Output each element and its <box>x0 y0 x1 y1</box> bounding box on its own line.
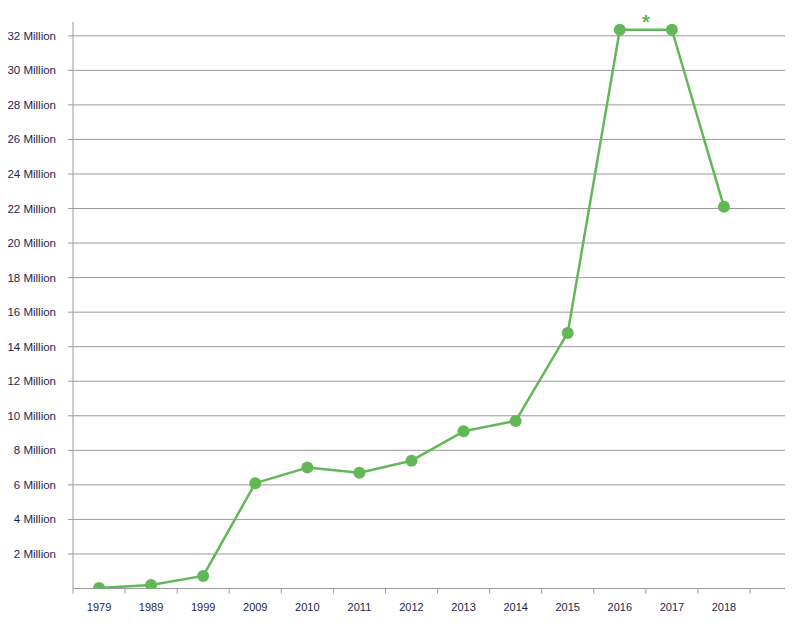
y-tick <box>68 104 73 105</box>
y-tick-label: 18 Million <box>7 272 56 284</box>
y-tick-label: 16 Million <box>7 306 56 318</box>
grid-line <box>73 35 785 36</box>
y-tick-label: 28 Million <box>7 99 56 111</box>
grid-line <box>73 208 785 209</box>
grid-line <box>73 553 785 554</box>
grid-line <box>73 346 785 347</box>
y-tick <box>68 70 73 71</box>
data-point <box>614 24 626 36</box>
y-tick <box>68 139 73 140</box>
grid-line <box>73 173 785 174</box>
y-tick-label: 20 Million <box>7 237 56 249</box>
x-tick <box>437 589 438 594</box>
x-tick-label: 2018 <box>712 601 736 613</box>
x-tick-label: 1979 <box>87 601 111 613</box>
grid-line <box>73 70 785 71</box>
y-tick <box>68 35 73 36</box>
y-tick-label: 26 Million <box>7 133 56 145</box>
y-tick-label: 22 Million <box>7 203 56 215</box>
data-point <box>197 570 209 582</box>
x-tick-label: 2010 <box>295 601 319 613</box>
x-tick-label: 2015 <box>555 601 579 613</box>
data-point <box>353 467 365 479</box>
data-point <box>510 415 522 427</box>
x-tick <box>750 589 751 594</box>
grid-line <box>73 484 785 485</box>
grid-line <box>73 312 785 313</box>
x-tick <box>645 589 646 594</box>
x-tick-label: 2013 <box>451 601 475 613</box>
y-tick-label: 14 Million <box>7 341 56 353</box>
y-tick <box>68 208 73 209</box>
y-tick <box>68 415 73 416</box>
chart: 2 Million 4 Million 6 Million 8 Million 10 M… <box>0 0 800 630</box>
data-line <box>99 30 724 588</box>
grid-line <box>73 243 785 244</box>
y-tick-label: 2 Million <box>14 548 56 560</box>
x-tick <box>697 589 698 594</box>
y-tick <box>68 243 73 244</box>
y-tick <box>68 450 73 451</box>
x-tick-label: 1989 <box>139 601 163 613</box>
data-point <box>666 24 678 36</box>
y-tick-label: 4 Million <box>14 513 56 525</box>
y-tick <box>68 381 73 382</box>
y-tick <box>68 519 73 520</box>
grid-line <box>73 415 785 416</box>
y-tick <box>68 173 73 174</box>
grid-line <box>73 104 785 105</box>
x-tick-label: 1999 <box>191 601 215 613</box>
grid-line <box>73 519 785 520</box>
x-tick <box>541 589 542 594</box>
data-point <box>406 455 418 467</box>
y-tick-label: 10 Million <box>7 410 56 422</box>
y-tick <box>68 312 73 313</box>
annotation: * <box>642 11 650 33</box>
y-tick-label: 24 Million <box>7 168 56 180</box>
data-point <box>93 582 105 589</box>
x-tick <box>177 589 178 594</box>
x-tick <box>593 589 594 594</box>
y-tick-label: 32 Million <box>7 30 56 42</box>
y-tick-label: 8 Million <box>14 444 56 456</box>
y-tick-label: 12 Million <box>7 375 56 387</box>
x-tick <box>333 589 334 594</box>
grid-line <box>73 381 785 382</box>
x-tick-label: 2017 <box>660 601 684 613</box>
data-point <box>145 579 157 588</box>
data-point <box>718 201 730 213</box>
x-tick-label: 2014 <box>503 601 527 613</box>
x-tick-label: 2012 <box>399 601 423 613</box>
y-tick <box>68 346 73 347</box>
data-point <box>249 477 261 489</box>
x-tick <box>125 589 126 594</box>
x-tick <box>385 589 386 594</box>
x-tick-label: 2016 <box>608 601 632 613</box>
y-tick-label: 30 Million <box>7 64 56 76</box>
data-point <box>301 462 313 474</box>
x-tick-label: 2011 <box>348 601 372 613</box>
plot-area <box>93 24 730 589</box>
x-tick <box>229 589 230 594</box>
data-point <box>562 327 574 339</box>
grid-line <box>73 139 785 140</box>
y-tick-label: 6 Million <box>14 479 56 491</box>
y-tick <box>68 553 73 554</box>
y-tick <box>68 484 73 485</box>
data-point <box>458 425 470 437</box>
x-tick <box>73 589 74 594</box>
grid-line <box>73 277 785 278</box>
x-tick <box>489 589 490 594</box>
y-axis <box>73 22 74 589</box>
x-axis <box>73 588 785 589</box>
x-tick-label: 2009 <box>243 601 267 613</box>
y-tick <box>68 277 73 278</box>
x-tick <box>281 589 282 594</box>
